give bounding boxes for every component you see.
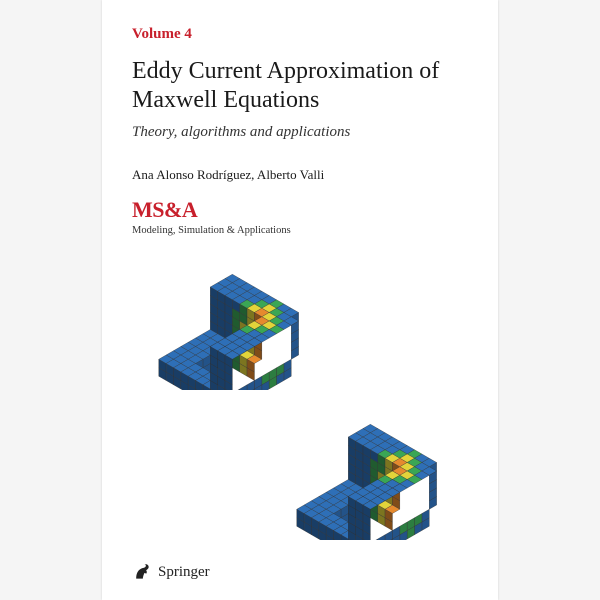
cover-figure (132, 260, 468, 550)
voxel-svg-bottom (278, 410, 448, 540)
volume-label: Volume 4 (132, 26, 468, 43)
book-title: Eddy Current Approximation of Maxwell Eq… (132, 57, 468, 116)
book-subtitle: Theory, algorithms and applications (132, 124, 468, 141)
springer-horse-icon (132, 562, 152, 582)
publisher: Springer (132, 562, 210, 582)
book-cover: Volume 4 Eddy Current Approximation of M… (102, 0, 498, 600)
voxel-figure-top (140, 260, 310, 390)
voxel-svg-top (140, 260, 310, 390)
series-block: MS&A Modeling, Simulation & Applications (132, 197, 468, 236)
book-authors: Ana Alonso Rodríguez, Alberto Valli (132, 167, 468, 183)
publisher-name: Springer (158, 564, 210, 581)
series-brand: MS&A (132, 197, 468, 223)
voxel-figure-bottom (278, 410, 448, 540)
series-tagline: Modeling, Simulation & Applications (132, 225, 468, 236)
